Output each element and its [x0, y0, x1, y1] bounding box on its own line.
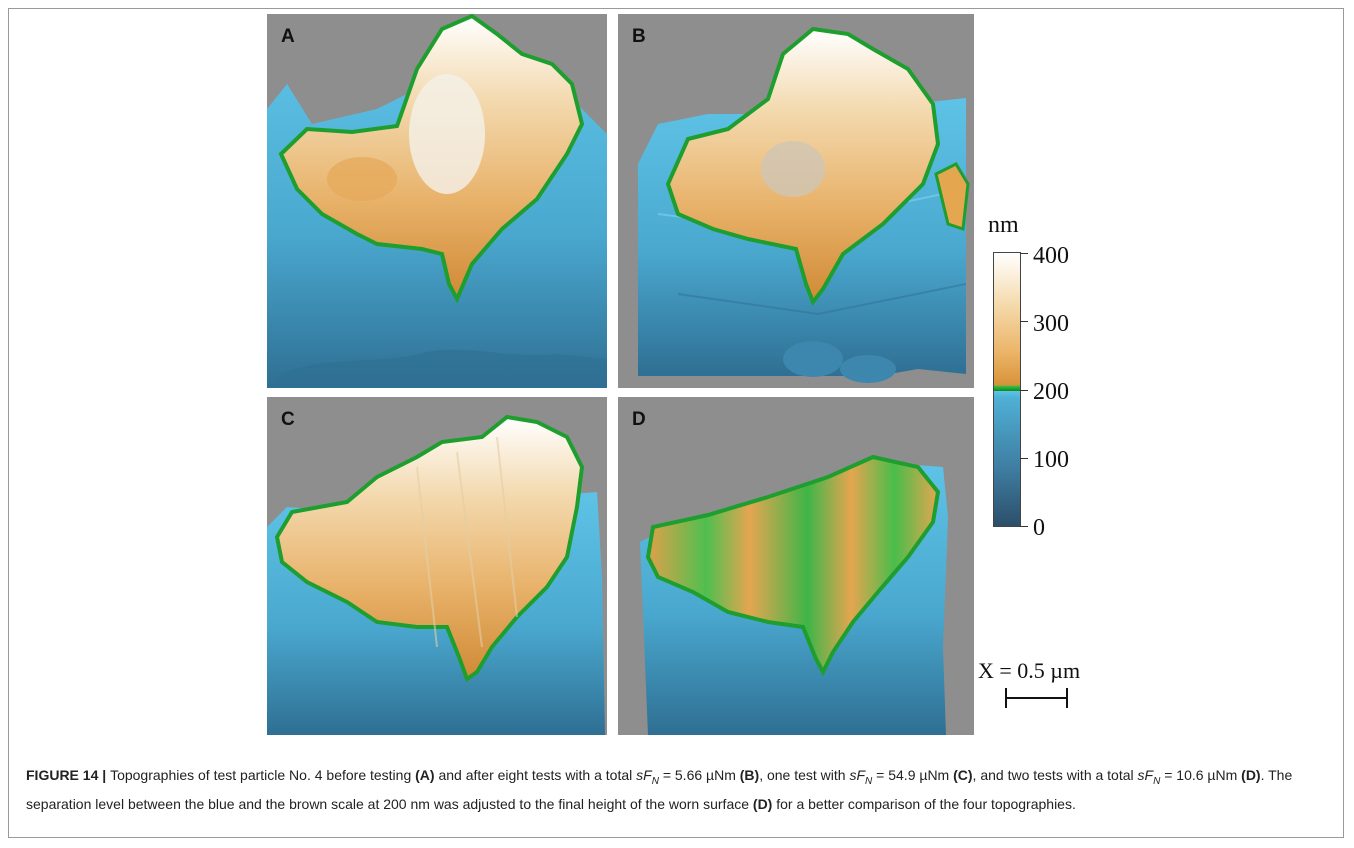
topography-c [267, 414, 605, 735]
panel-letter-b: B [632, 26, 646, 47]
panel-letter-c: C [281, 409, 295, 430]
caption-label: FIGURE 14 [26, 767, 99, 783]
colorbar [993, 252, 1021, 527]
panel-letter-a: A [281, 26, 295, 47]
panel-a: A [267, 14, 607, 388]
colorbar-tick-label: 100 [1033, 447, 1069, 473]
panel-d: D [618, 397, 974, 735]
colorbar-tick [1020, 458, 1028, 459]
scale-bar-cap [1005, 688, 1007, 708]
panel-b: B [618, 14, 974, 388]
topography-a [267, 14, 607, 388]
colorbar-tick-label: 300 [1033, 311, 1069, 337]
colorbar-tick [1020, 390, 1028, 391]
colorbar-unit: nm [988, 212, 1019, 238]
colorbar-tick-label: 0 [1033, 515, 1045, 541]
topography-b [638, 26, 970, 383]
scale-bar-label: X = 0.5 µm [978, 658, 1081, 683]
figure-caption: FIGURE 14 | Topographies of test particl… [26, 767, 1293, 812]
colorbar-tick-label: 400 [1033, 243, 1069, 269]
colorbar-tick-label: 200 [1033, 379, 1069, 405]
figure-frame [8, 8, 1344, 838]
panel-c: C [267, 397, 607, 735]
panel-letter-d: D [632, 409, 646, 430]
colorbar-tick [1020, 253, 1028, 254]
scale-bar [1006, 697, 1068, 699]
colorbar-tick [1020, 321, 1028, 322]
topography-d [640, 454, 948, 735]
scale-bar-cap [1066, 688, 1068, 708]
colorbar-tick [1020, 526, 1028, 527]
